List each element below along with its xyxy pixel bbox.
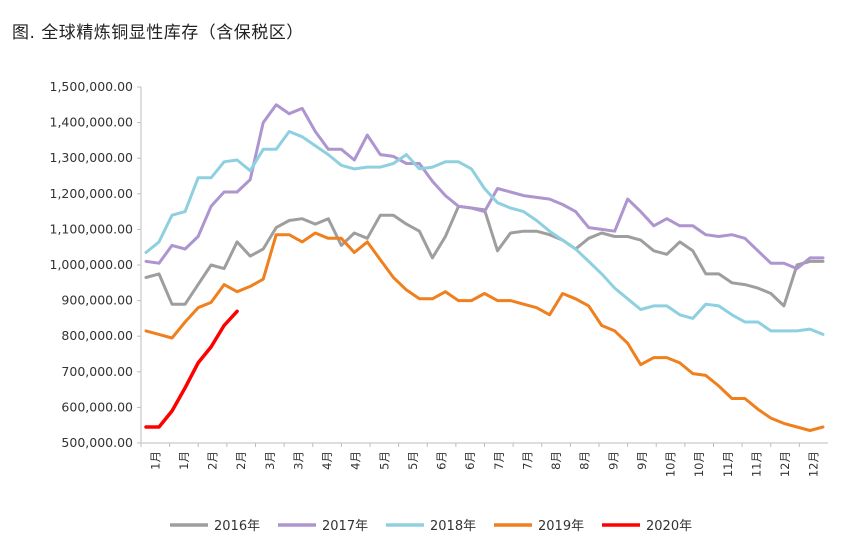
x-tick-label: 7月 xyxy=(492,451,506,470)
y-tick-label: 1,000,000.00 xyxy=(50,257,134,272)
x-tick-label: 10月 xyxy=(664,451,678,477)
chart-title: 图. 全球精炼铜显性库存（含保税区） xyxy=(12,23,304,43)
y-tick-label: 600,000.00 xyxy=(61,399,133,414)
x-tick-label: 8月 xyxy=(578,451,592,470)
legend: 2016年 2017年 2018年 2019年 2020年 xyxy=(170,519,692,534)
x-tick-label: 3月 xyxy=(263,451,277,470)
series-line-2016年 xyxy=(144,204,825,308)
x-tick-label: 7月 xyxy=(520,451,534,470)
y-tick-label: 1,100,000.00 xyxy=(50,221,134,236)
x-tick-label: 6月 xyxy=(463,451,477,470)
series-layer xyxy=(144,103,825,432)
x-tick-label: 12月 xyxy=(778,451,792,477)
y-axis: 500,000.00 600,000.00 700,000.00 800,000.00… xyxy=(50,79,142,450)
x-tick-label: 5月 xyxy=(406,451,420,470)
x-tick-label: 1月 xyxy=(177,451,191,470)
legend-label: 2019年 xyxy=(538,519,584,534)
series-line-2020年 xyxy=(144,309,239,429)
x-tick-label: 3月 xyxy=(291,451,305,470)
x-tick-label: 8月 xyxy=(549,451,563,470)
x-tick-label: 9月 xyxy=(635,451,649,470)
x-tick-label: 4月 xyxy=(320,451,334,470)
x-tick-label: 5月 xyxy=(377,451,391,470)
x-tick-label: 10月 xyxy=(692,451,706,477)
x-tick-label: 6月 xyxy=(435,451,449,470)
y-tick-label: 1,200,000.00 xyxy=(50,186,134,201)
series-line-2018年 xyxy=(144,130,825,336)
x-tick-label: 11月 xyxy=(721,451,735,477)
legend-label: 2016年 xyxy=(214,519,260,534)
y-tick-label: 1,300,000.00 xyxy=(50,150,134,165)
series-line-2019年 xyxy=(144,231,825,432)
legend-label: 2017年 xyxy=(322,519,368,534)
x-tick-label: 1月 xyxy=(148,451,162,470)
x-tick-label: 9月 xyxy=(606,451,620,470)
x-axis: 1月 1月 2月 2月 3月 3月 4月 4月 5月 5月 6月 6月 7月 7月 8月 8月 9月 9月 10月 1… xyxy=(140,442,828,477)
y-tick-label: 1,500,000.00 xyxy=(50,79,134,94)
y-tick-label: 900,000.00 xyxy=(61,293,133,308)
legend-label: 2018年 xyxy=(430,519,476,534)
x-tick-label: 4月 xyxy=(349,451,363,470)
x-tick-label: 2月 xyxy=(234,451,248,470)
x-tick-label: 2月 xyxy=(206,451,220,470)
y-tick-label: 800,000.00 xyxy=(61,328,133,343)
y-tick-label: 1,400,000.00 xyxy=(50,115,134,130)
y-tick-label: 700,000.00 xyxy=(61,364,133,379)
series-line-2017年 xyxy=(144,103,825,271)
y-tick-label: 500,000.00 xyxy=(61,435,133,450)
x-tick-label: 12月 xyxy=(807,451,821,477)
x-tick-label: 11月 xyxy=(749,451,763,477)
legend-label: 2020年 xyxy=(646,519,692,534)
